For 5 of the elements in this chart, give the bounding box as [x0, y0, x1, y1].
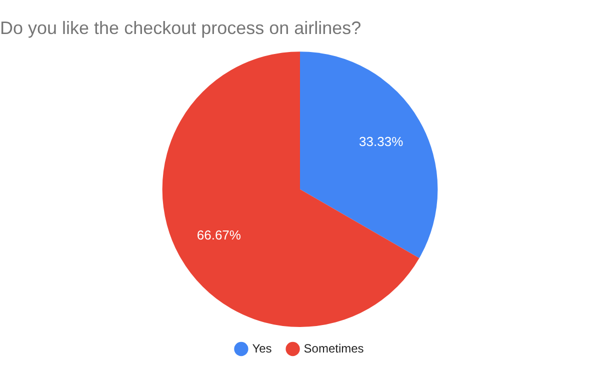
- chart-title: Do you like the checkout process on airlines?: [0, 18, 362, 38]
- legend-label: Sometimes: [304, 341, 364, 356]
- legend-label: Yes: [252, 341, 272, 356]
- data-label: 66.67%: [196, 228, 242, 243]
- data-label: 33.33%: [359, 134, 404, 150]
